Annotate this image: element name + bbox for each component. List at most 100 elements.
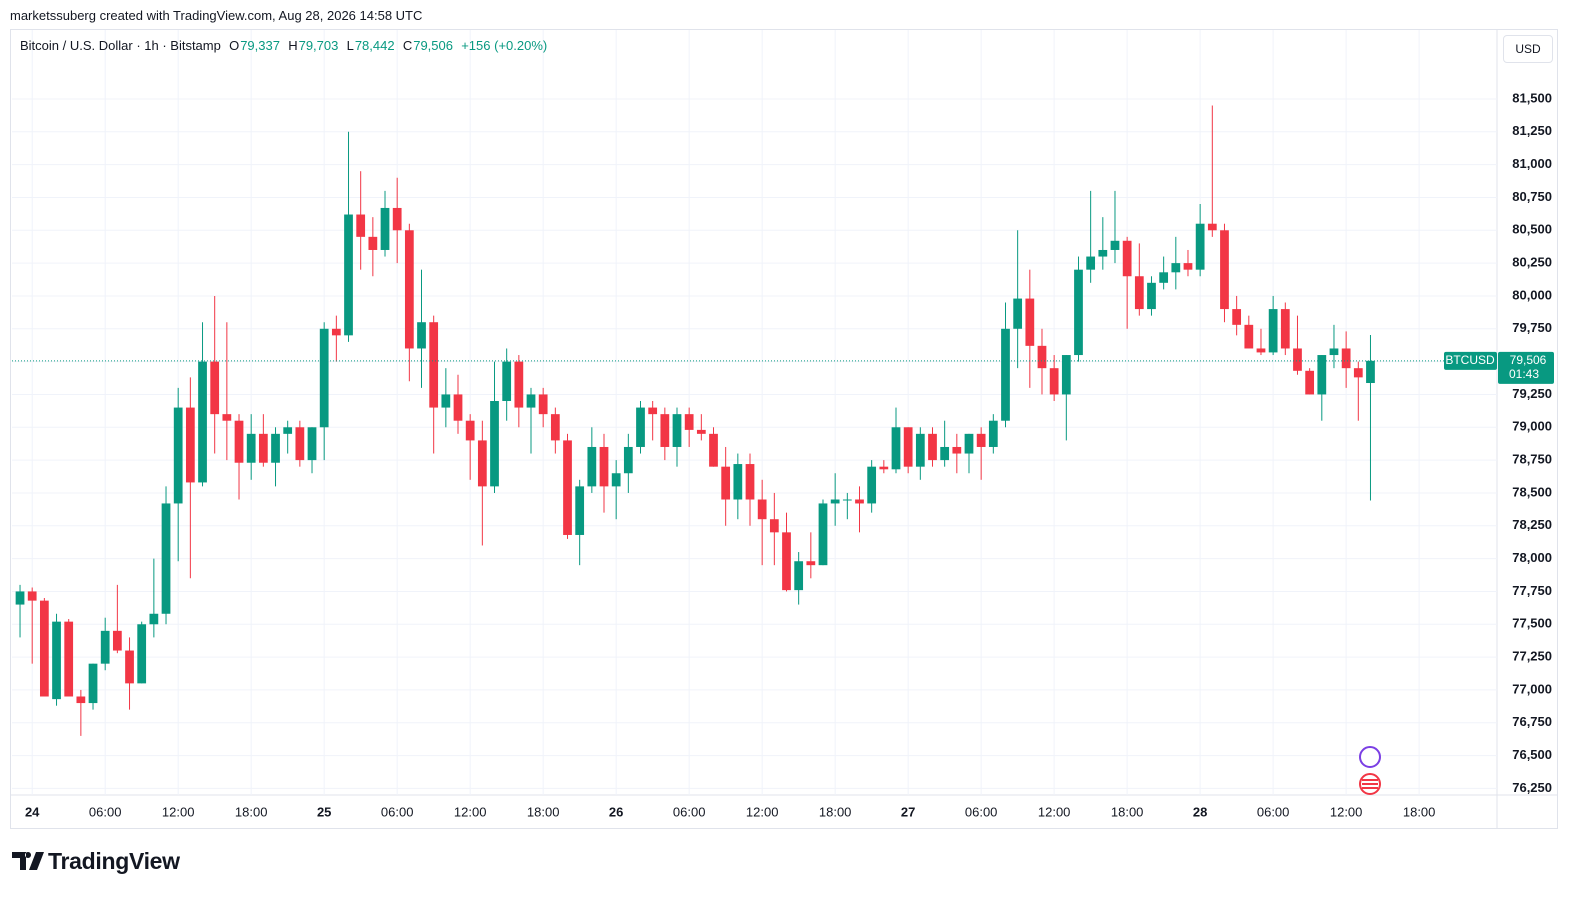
candle-body bbox=[1329, 348, 1339, 356]
x-tick-label: 06:00 bbox=[381, 804, 414, 819]
candle-body bbox=[1134, 276, 1144, 310]
candle-body bbox=[915, 433, 925, 467]
credit: marketssuberg created with TradingView.c… bbox=[10, 8, 423, 23]
candle-body bbox=[453, 394, 463, 421]
candle-body bbox=[1001, 328, 1010, 421]
candle-body bbox=[149, 613, 159, 625]
x-tick-label: 06:00 bbox=[673, 804, 706, 819]
candle-body bbox=[733, 464, 743, 500]
x-tick-label: 27 bbox=[901, 804, 915, 819]
candle-body bbox=[563, 440, 572, 535]
candle-body bbox=[696, 429, 706, 434]
candle-body bbox=[842, 499, 852, 501]
candle-body bbox=[1256, 348, 1266, 353]
candle-body bbox=[648, 407, 658, 415]
chart-frame bbox=[10, 29, 1558, 829]
candle-body bbox=[855, 499, 864, 504]
candle-body bbox=[1025, 298, 1035, 346]
candle-body bbox=[940, 446, 950, 461]
candle-body bbox=[587, 446, 597, 487]
candle-body bbox=[76, 696, 86, 704]
candle-body bbox=[234, 420, 244, 463]
x-tick-label: 18:00 bbox=[527, 804, 560, 819]
x-tick-label: 12:00 bbox=[162, 804, 195, 819]
h-label: H bbox=[288, 38, 298, 53]
candle-body bbox=[988, 420, 998, 447]
c-value: 79,506 bbox=[413, 38, 453, 53]
candle-body bbox=[198, 361, 207, 483]
candle-body bbox=[441, 394, 451, 408]
x-tick-label: 12:00 bbox=[454, 804, 487, 819]
y-tick-label: 76,750 bbox=[1512, 714, 1552, 729]
y-tick-label: 81,500 bbox=[1512, 90, 1552, 105]
candle-body bbox=[404, 230, 414, 349]
candle-body bbox=[1280, 309, 1290, 349]
candle-body bbox=[599, 446, 609, 487]
x-tick-label: 06:00 bbox=[965, 804, 998, 819]
candle-body bbox=[502, 361, 512, 402]
x-tick-label: 25 bbox=[317, 804, 331, 819]
candle-body bbox=[477, 440, 487, 487]
h-value: 79,703 bbox=[298, 38, 339, 53]
y-tick-label: 78,500 bbox=[1512, 484, 1552, 499]
x-tick-label: 12:00 bbox=[1330, 804, 1363, 819]
y-tick-label: 80,500 bbox=[1512, 222, 1552, 237]
candle-body bbox=[271, 433, 280, 463]
candle-body bbox=[684, 414, 694, 430]
candle-body bbox=[526, 394, 536, 408]
candle-body bbox=[1244, 324, 1254, 349]
candle-body bbox=[417, 322, 426, 349]
y-tick-label: 76,250 bbox=[1512, 780, 1552, 795]
candle-body bbox=[721, 466, 731, 500]
candle-body bbox=[1353, 368, 1363, 378]
candle-body bbox=[39, 600, 49, 697]
y-tick-label: 78,750 bbox=[1512, 452, 1552, 467]
x-tick-label: 28 bbox=[1193, 804, 1207, 819]
candle-body bbox=[222, 414, 232, 421]
candle-body bbox=[246, 433, 256, 463]
candle-body bbox=[1159, 272, 1169, 283]
x-tick-label: 18:00 bbox=[1403, 804, 1436, 819]
y-tick-label: 79,750 bbox=[1512, 320, 1552, 335]
candle-body bbox=[867, 466, 877, 504]
y-tick-label: 79,250 bbox=[1512, 386, 1552, 401]
candle-body bbox=[672, 414, 682, 447]
y-tick-label: 80,750 bbox=[1512, 189, 1552, 204]
y-tick-label: 78,000 bbox=[1512, 550, 1552, 565]
candle-body bbox=[1341, 348, 1351, 369]
x-tick-label: 26 bbox=[609, 804, 623, 819]
candle-body bbox=[52, 621, 61, 700]
candle-body bbox=[295, 427, 305, 461]
legend: Bitcoin / U.S. Dollar · 1h · Bitstamp O7… bbox=[20, 38, 548, 53]
candle-body bbox=[830, 499, 840, 504]
l-value: 78,442 bbox=[354, 38, 395, 53]
candle-body bbox=[319, 328, 329, 428]
candle-body bbox=[1317, 355, 1327, 395]
currency-button[interactable]: USD bbox=[1503, 35, 1553, 63]
candle-body bbox=[258, 433, 268, 463]
candle-body bbox=[112, 630, 122, 651]
x-tick-label: 12:00 bbox=[1038, 804, 1071, 819]
candle-body bbox=[100, 630, 110, 664]
candle-body bbox=[27, 591, 37, 601]
candle-body bbox=[1268, 309, 1278, 353]
l-label: L bbox=[346, 38, 354, 53]
x-tick-label: 06:00 bbox=[89, 804, 122, 819]
candle-body bbox=[1074, 269, 1083, 356]
candle-body bbox=[331, 328, 341, 336]
candle-body bbox=[964, 433, 974, 454]
candle-body bbox=[1171, 263, 1181, 273]
candle-body bbox=[210, 361, 220, 415]
candle-body bbox=[429, 322, 439, 408]
candle-body bbox=[1305, 370, 1315, 395]
candle-body bbox=[64, 621, 74, 697]
candle-body bbox=[1086, 256, 1096, 270]
candle-body bbox=[514, 361, 524, 408]
candle-body bbox=[1061, 355, 1071, 395]
symbol-tag-text: BTCUSD bbox=[1445, 353, 1495, 367]
candle-body bbox=[1098, 249, 1108, 257]
candle-body bbox=[1232, 309, 1242, 325]
logo-text: TradingView bbox=[48, 848, 180, 874]
